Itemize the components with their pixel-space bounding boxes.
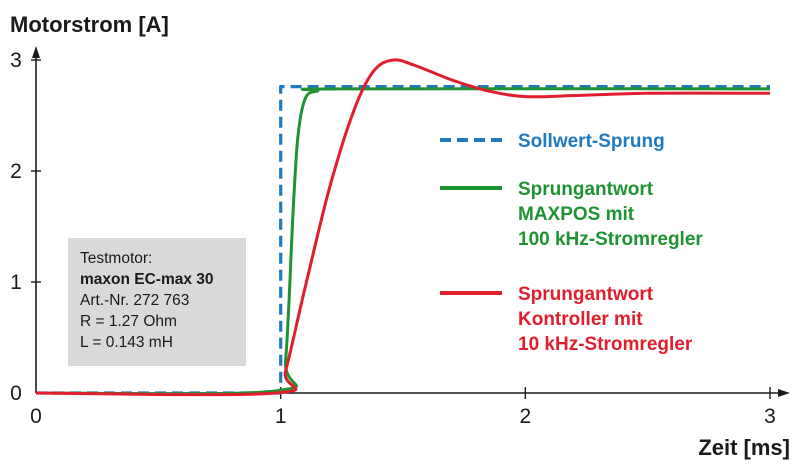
infobox-line4: R = 1.27 Ohm <box>80 313 177 330</box>
x-axis-arrow <box>778 389 790 397</box>
y-axis-arrow <box>32 46 40 58</box>
x-axis-title: Zeit [ms] <box>698 435 790 460</box>
legend-label-maxpos: Sprungantwort MAXPOS mit 100 kHz-Stromre… <box>518 179 703 250</box>
y-axis-title: Motorstrom [A] <box>10 12 169 37</box>
series-kontroller-10khz <box>35 58 771 397</box>
x-tick-label: 2 <box>519 405 531 428</box>
x-tick-label: 1 <box>275 405 287 428</box>
legend-label-sollwert: Sollwert-Sprung <box>518 131 665 152</box>
infobox-line1: Testmotor: <box>80 250 152 267</box>
y-tick-label: 0 <box>10 382 22 405</box>
x-tick-label: 0 <box>30 405 42 428</box>
infobox-background <box>68 238 246 366</box>
legend: Sollwert-Sprung Sprungantwort MAXPOS mit… <box>440 131 703 355</box>
y-tick-label: 1 <box>10 271 22 294</box>
series-layer <box>35 58 771 397</box>
infobox-line5: L = 0.143 mH <box>80 334 173 351</box>
infobox-line3: Art.-Nr. 272 763 <box>80 292 189 309</box>
y-tick-label: 3 <box>10 49 22 72</box>
legend-label-kontroller: Sprungantwort Kontroller mit 10 kHz-Stro… <box>518 284 693 355</box>
x-tick-label: 3 <box>764 405 776 428</box>
y-tick-label: 2 <box>10 160 22 183</box>
ticks: 0 1 2 3 0 1 2 3 <box>10 49 776 428</box>
infobox-line2: maxon EC-max 30 <box>80 271 214 288</box>
series-maxpos-100khz <box>35 87 771 396</box>
test-motor-infobox: Testmotor: maxon EC-max 30 Art.-Nr. 272 … <box>68 238 246 366</box>
